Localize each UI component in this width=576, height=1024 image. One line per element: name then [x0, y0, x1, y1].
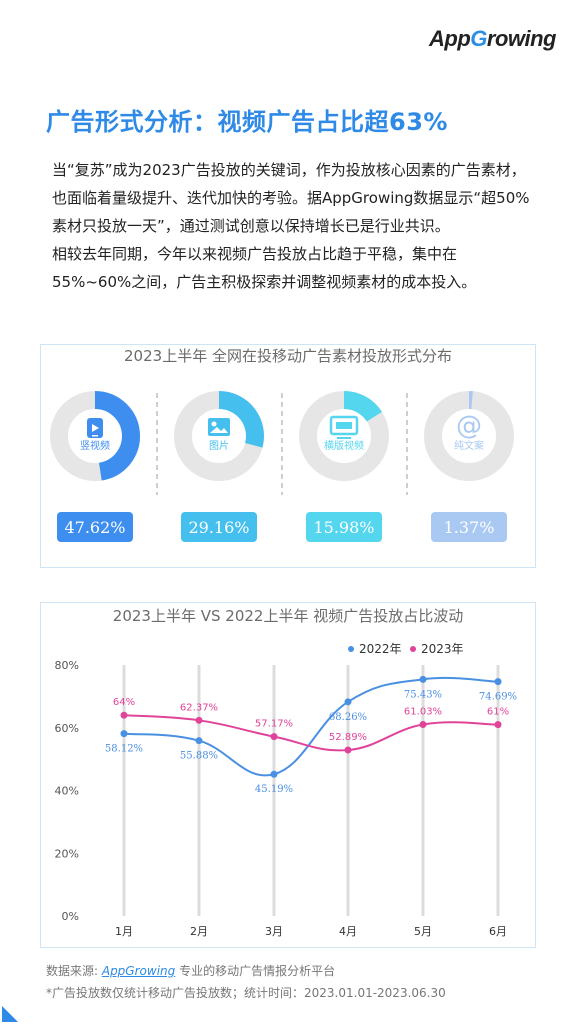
footnote: *广告投放数仅统计移动广告投放数；统计时间：2023.01.01-2023.06…	[46, 986, 446, 1000]
image-icon	[208, 418, 230, 436]
intro-text: 当“复苏”成为2023广告投放的关键词，作为投放核心因素的广告素材，也面临着量级…	[52, 156, 532, 296]
value-badge-text: 15.98%	[313, 518, 374, 537]
x-tick-label: 2月	[190, 925, 208, 938]
donut-segment	[343, 391, 382, 422]
intro-paragraph-2: 相较去年同期，今年以来视频广告投放占比趋于平稳，集中在55%~60%之间，广告主…	[52, 245, 477, 291]
legend-label: 2022年	[359, 642, 402, 656]
data-point	[270, 733, 278, 741]
x-tick-label: 5月	[414, 925, 432, 938]
data-label: 75.43%	[404, 689, 442, 700]
value-badge	[431, 512, 507, 542]
series-line	[123, 714, 499, 752]
legend-label: 2023年	[421, 642, 464, 656]
data-point	[419, 721, 427, 729]
series-2022年: 58.12% 55.88% 45.19% 68.26% 75.43% 74.69%	[105, 675, 517, 795]
data-point	[494, 721, 502, 729]
intro-paragraph-1: 当“复苏”成为2023广告投放的关键词，作为投放核心因素的广告素材，也面临着量级…	[52, 161, 530, 235]
x-tick-label: 1月	[115, 925, 133, 938]
video-share-line-chart: 0% 20% 40% 60% 80% 1月 2月 3月 4月 5月 6月 58.12% 55.88% 45…	[55, 642, 518, 938]
data-point	[120, 730, 128, 738]
page-title: 广告形式分析：视频广告占比超63%	[46, 108, 448, 136]
value-badge	[57, 512, 133, 542]
monitor-icon	[329, 415, 359, 439]
donut-label: 竖视频	[80, 439, 110, 452]
data-point	[270, 770, 278, 778]
donut-1: 竖视频 47.62%	[50, 391, 140, 542]
data-label: 52.89%	[329, 732, 367, 743]
value-badge-text: 29.16%	[188, 518, 249, 537]
donut-3: 横版视频 15.98%	[299, 391, 389, 542]
format-distribution-panel: 2023上半年 全网在投移动广告素材投放形式分布 竖视频 47.62% 图片 29.1…	[40, 344, 536, 568]
video-share-chart-panel: 2023上半年 VS 2022上半年 视频广告投放占比波动 0% 20% 40% 60…	[40, 602, 536, 948]
donut-segment	[94, 391, 140, 481]
series-2023年: 64% 62.37% 57.17% 52.89% 61.03% 61%	[113, 697, 509, 754]
y-tick-label: 20%	[55, 847, 79, 860]
value-badge	[181, 512, 257, 542]
data-label: 62.37%	[180, 702, 218, 713]
x-tick-label: 6月	[489, 925, 507, 938]
y-tick-label: 40%	[55, 785, 79, 798]
data-label: 61%	[487, 707, 509, 718]
data-point	[344, 746, 352, 754]
value-badge	[306, 512, 382, 542]
appgrowing-logo: AppGrowing	[429, 26, 557, 51]
data-label: 55.88%	[180, 751, 218, 762]
data-label: 57.17%	[255, 719, 293, 730]
data-point	[419, 675, 427, 683]
donut-label: 图片	[209, 439, 229, 452]
data-point	[344, 698, 352, 706]
x-tick-label: 3月	[265, 925, 283, 938]
donut-segment	[218, 391, 264, 448]
svg-text:@: @	[456, 411, 482, 441]
corner-triangle-decoration	[2, 1006, 18, 1022]
format-distribution-chart: 竖视频 47.62% 图片 29.16% 横版视频 15.98% @纯文案 1.37%	[50, 391, 514, 542]
data-point	[120, 711, 128, 719]
phone-video-icon	[87, 418, 103, 438]
donut-2: 图片 29.16%	[174, 391, 264, 542]
data-label: 74.69%	[479, 692, 517, 703]
appgrowing-link[interactable]: AppGrowing	[101, 964, 176, 978]
x-tick-label: 4月	[339, 925, 357, 938]
data-point	[494, 678, 502, 686]
data-label: 68.26%	[329, 712, 367, 723]
format-distribution-title: 2023上半年 全网在投移动广告素材投放形式分布	[124, 347, 452, 365]
legend: 2022年 2023年	[348, 642, 464, 656]
data-source-line: 数据来源: AppGrowing 专业的移动广告情报分析平台	[46, 964, 336, 978]
chart-title: 2023上半年 VS 2022上半年 视频广告投放占比波动	[112, 607, 464, 625]
data-label: 64%	[113, 697, 135, 708]
data-point	[195, 716, 203, 724]
donut-label: 纯文案	[454, 439, 484, 452]
value-badge-text: 47.62%	[64, 518, 125, 537]
donut-label: 横版视频	[324, 439, 364, 452]
y-tick-label: 80%	[55, 659, 79, 672]
y-tick-label: 60%	[55, 722, 79, 735]
legend-marker	[348, 646, 354, 652]
data-label: 58.12%	[105, 744, 143, 755]
donut-4: @纯文案 1.37%	[424, 391, 514, 542]
value-badge-text: 1.37%	[444, 518, 495, 537]
at-sign-icon: @	[456, 411, 482, 441]
legend-marker	[410, 646, 416, 652]
data-point	[195, 737, 203, 745]
data-label: 45.19%	[255, 784, 293, 795]
data-label: 61.03%	[404, 707, 442, 718]
y-tick-label: 0%	[62, 910, 79, 923]
